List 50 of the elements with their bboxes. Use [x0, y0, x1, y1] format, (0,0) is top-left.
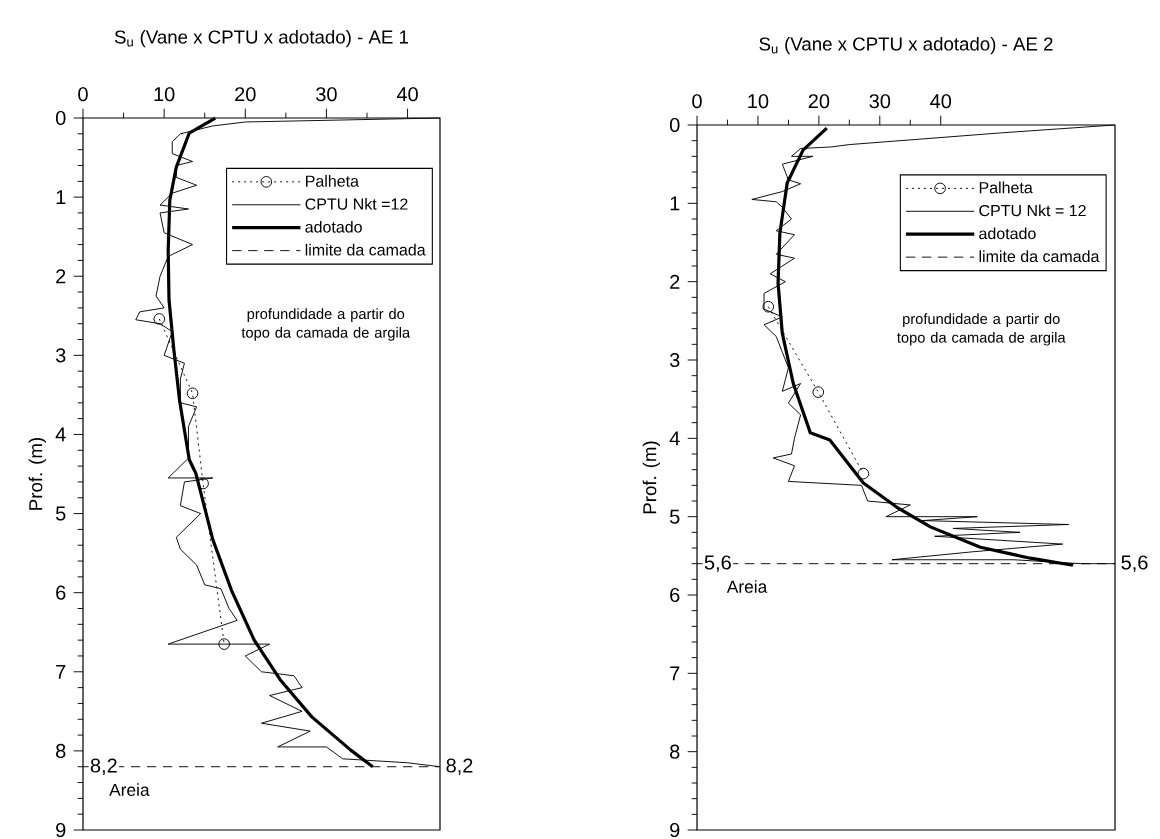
legend-label: limite da camada — [305, 243, 426, 256]
y-tick-label: 9 — [56, 822, 66, 838]
y-tick-label: 4 — [55, 427, 66, 442]
y-tick-label: 1 — [670, 196, 680, 211]
y-tick-label: 6 — [56, 585, 66, 600]
y-tick-label: 7 — [670, 666, 680, 681]
chart-title: S$_{u}$ (Vane x CPTU x adotado) - AE 2 — [759, 36, 1053, 55]
annotation: 5,6 — [1121, 555, 1148, 572]
y-tick-label: 3 — [669, 352, 680, 368]
legend-label: Palheta — [306, 175, 359, 187]
legend-label: adotado — [305, 220, 362, 233]
x-tick-label: 30 — [869, 94, 891, 109]
y-tick-label: 6 — [670, 587, 680, 603]
annotation: 8,2 — [446, 758, 473, 775]
x-tick-label: 0 — [692, 94, 702, 109]
y-tick-label: 2 — [56, 269, 66, 284]
y-tick-label: 8 — [670, 744, 680, 759]
y-tick-label: 9 — [670, 822, 680, 838]
y-tick-label: 5 — [669, 509, 680, 524]
annotation: 8,2 — [90, 758, 117, 775]
y-tick-label: 0 — [55, 110, 66, 126]
x-tick-label: 40 — [930, 94, 952, 109]
legend-label: CPTU Nkt =12 — [305, 198, 408, 210]
x-tick-label: 10 — [154, 87, 175, 102]
chart-title: S$_{u}$ (Vane x CPTU x adotado) - AE 1 — [114, 29, 409, 48]
annotation: 5,6 — [704, 555, 731, 572]
y-tick-label: 4 — [669, 431, 680, 446]
y-axis-title: Prof. (m) — [28, 438, 47, 510]
legend-label: CPTU Nkt = 12 — [979, 204, 1086, 217]
legend-label: limite da camada — [979, 250, 1100, 263]
y-tick-label: 0 — [669, 117, 680, 133]
y-axis-title: Prof. (m) — [642, 441, 661, 514]
x-tick-label: 20 — [235, 87, 256, 102]
x-tick-label: 0 — [78, 87, 88, 102]
y-tick-label: 2 — [670, 274, 680, 289]
x-tick-label: 10 — [748, 94, 769, 109]
y-tick-label: 7 — [56, 664, 66, 679]
legend-label: adotado — [979, 227, 1036, 240]
annotation: Areia — [726, 580, 768, 593]
y-tick-label: 3 — [55, 348, 66, 363]
y-tick-label: 5 — [55, 506, 66, 521]
x-tick-label: 30 — [316, 87, 337, 102]
annotation: profundidade a partir do topo da camada de argila — [241, 308, 411, 341]
annotation: profundidade a partir do topo da camada de argila — [897, 313, 1066, 346]
annotation: Areia — [109, 783, 150, 797]
x-tick-label: 20 — [808, 94, 830, 109]
y-tick-label: 1 — [56, 190, 66, 204]
legend-label: Palheta — [979, 181, 1033, 194]
y-tick-label: 8 — [56, 743, 66, 758]
x-tick-label: 40 — [396, 87, 418, 102]
